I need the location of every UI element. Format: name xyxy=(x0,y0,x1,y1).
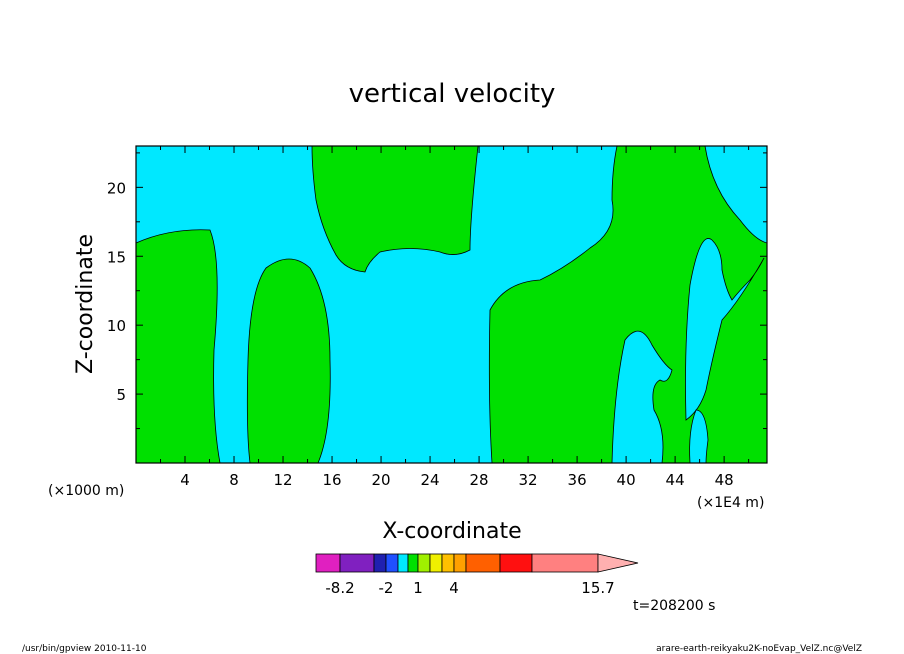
region-left xyxy=(135,229,221,464)
colorbar-extend-arrow xyxy=(597,553,639,573)
y-tick-label: 20 xyxy=(107,179,126,197)
colorbar-label: 15.7 xyxy=(581,579,614,597)
x-tick-label: 12 xyxy=(273,471,292,489)
y-tick-label: 15 xyxy=(107,248,126,266)
region-cyan-c xyxy=(689,409,709,464)
x-tick-label: 28 xyxy=(470,471,489,489)
y-axis-label: Z-coordinate xyxy=(73,234,98,374)
x-tick-label: 40 xyxy=(617,471,636,489)
x-tick-label: 32 xyxy=(519,471,538,489)
colorbar-labels: -8.2 -2 1 4 15.7 xyxy=(325,579,614,597)
region-cyan-a xyxy=(611,330,673,464)
colorbar-segment xyxy=(465,553,501,573)
colorbar-segment xyxy=(417,553,431,573)
colorbar-label: 4 xyxy=(449,579,459,597)
colorbar-label: -8.2 xyxy=(325,579,354,597)
x-tick-label: 24 xyxy=(421,471,440,489)
colorbar-segment xyxy=(441,553,455,573)
x-axis-label: X-coordinate xyxy=(382,519,521,544)
x-tick-label: 8 xyxy=(229,471,239,489)
x-tick-label: 20 xyxy=(372,471,391,489)
x-ticks: 4 8 12 16 20 24 28 32 36 40 44 48 xyxy=(160,146,750,489)
colorbar-label: -2 xyxy=(379,579,394,597)
colorbar-label: 1 xyxy=(413,579,423,597)
colorbar-segment xyxy=(453,553,467,573)
colorbar-segment xyxy=(531,553,599,573)
x-tick-label: 48 xyxy=(715,471,734,489)
x-unit-left: (×1000 m) xyxy=(48,483,124,499)
footer-left: /usr/bin/gpview 2010-11-10 xyxy=(22,644,147,654)
region-center-left xyxy=(246,258,331,464)
y-ticks: 5 10 15 20 xyxy=(107,152,767,430)
region-upper-middle xyxy=(311,145,479,273)
y-tick-label: 5 xyxy=(116,386,126,404)
colorbar-segment xyxy=(385,553,399,573)
x-unit-right: (×1E4 m) xyxy=(697,495,764,511)
time-label: t=208200 s xyxy=(633,598,715,614)
x-tick-label: 16 xyxy=(322,471,341,489)
colorbar-segment xyxy=(499,553,533,573)
x-tick-label: 36 xyxy=(568,471,587,489)
colorbar xyxy=(315,553,639,573)
colorbar-segment xyxy=(397,553,409,573)
colorbar-segment xyxy=(407,553,419,573)
x-tick-label: 44 xyxy=(666,471,685,489)
colorbar-segment xyxy=(339,553,375,573)
y-tick-label: 10 xyxy=(107,317,126,335)
negative-regions-right xyxy=(611,238,765,464)
region-cyan-b xyxy=(685,238,765,421)
footer-right: arare-earth-reikyaku2K-noEvap_VelZ.nc@Ve… xyxy=(656,644,862,654)
colorbar-segment xyxy=(429,553,443,573)
chart-title: vertical velocity xyxy=(349,79,556,109)
plot-frame xyxy=(135,145,768,464)
x-tick-label: 4 xyxy=(180,471,190,489)
colorbar-segment xyxy=(315,553,341,573)
colorbar-segment xyxy=(373,553,387,573)
